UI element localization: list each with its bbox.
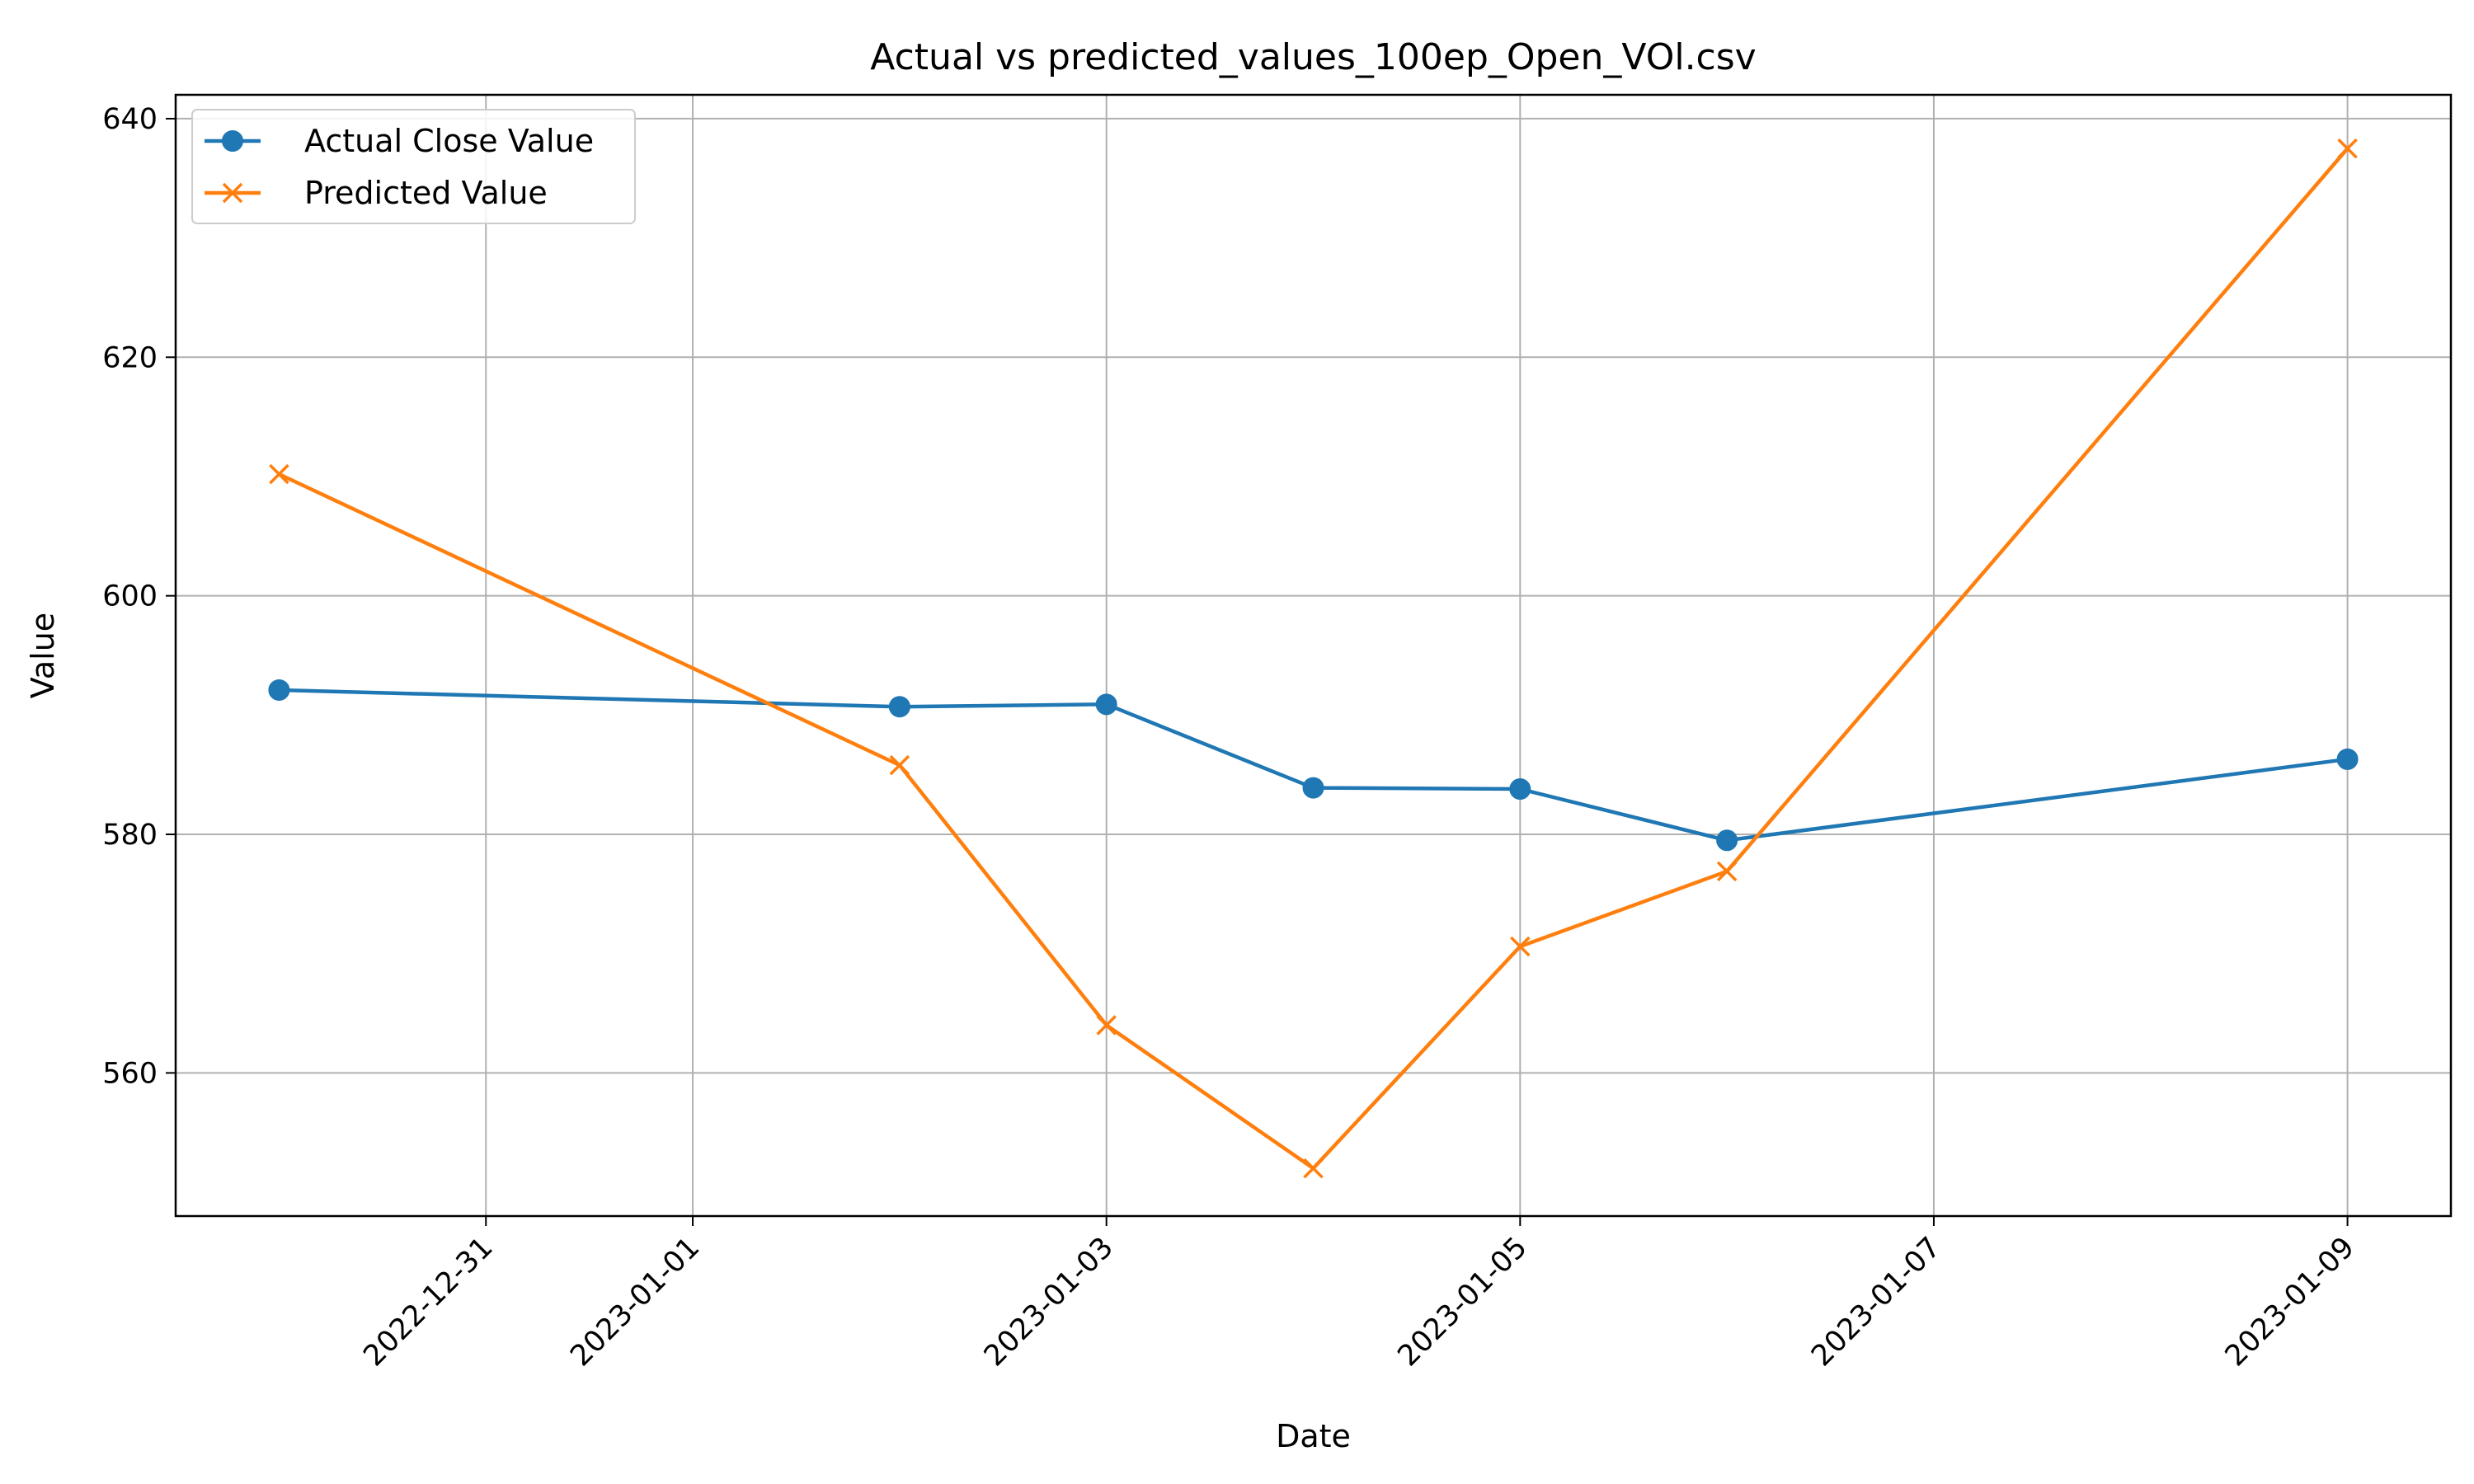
data-point	[1096, 1015, 1117, 1036]
y-tick-label: 640	[102, 103, 158, 136]
data-point	[1510, 936, 1531, 957]
legend-marker	[222, 130, 243, 152]
legend-label: Predicted Value	[304, 175, 548, 211]
y-tick-label: 580	[102, 819, 158, 852]
series-0	[268, 679, 2359, 852]
x-axis-label: Date	[1276, 1418, 1351, 1454]
data-point	[1509, 778, 1531, 801]
data-point	[2337, 138, 2358, 159]
y-tick-label: 620	[102, 341, 158, 374]
series-1	[269, 138, 2358, 1179]
legend-marker	[222, 182, 243, 204]
legend-item: Actual Close Value	[205, 123, 594, 159]
y-axis-label: Value	[25, 613, 61, 698]
y-axis: 560 580 600 620 640	[102, 103, 176, 1090]
y-tick-label: 560	[102, 1057, 158, 1090]
legend-box	[191, 109, 636, 224]
data-point	[1095, 693, 1117, 716]
legend-item: Predicted Value	[205, 175, 548, 211]
data-point	[269, 463, 289, 485]
data-point	[268, 679, 290, 701]
legend-label: Actual Close Value	[304, 123, 594, 159]
grid	[176, 95, 2451, 1216]
data-point	[889, 754, 910, 776]
data-point	[1303, 1158, 1324, 1179]
series-layer	[268, 138, 2359, 1179]
plot-frame	[174, 93, 2453, 1218]
data-point	[1716, 829, 1738, 852]
data-point	[888, 696, 910, 718]
data-point	[1302, 777, 1324, 799]
data-point	[1716, 861, 1738, 882]
y-tick-label: 600	[102, 580, 158, 613]
data-point	[2336, 748, 2359, 770]
legend: Actual Close Value Predicted Value	[191, 109, 636, 224]
chart-title: Actual vs predicted_values_100ep_Open_VO…	[870, 36, 1756, 78]
